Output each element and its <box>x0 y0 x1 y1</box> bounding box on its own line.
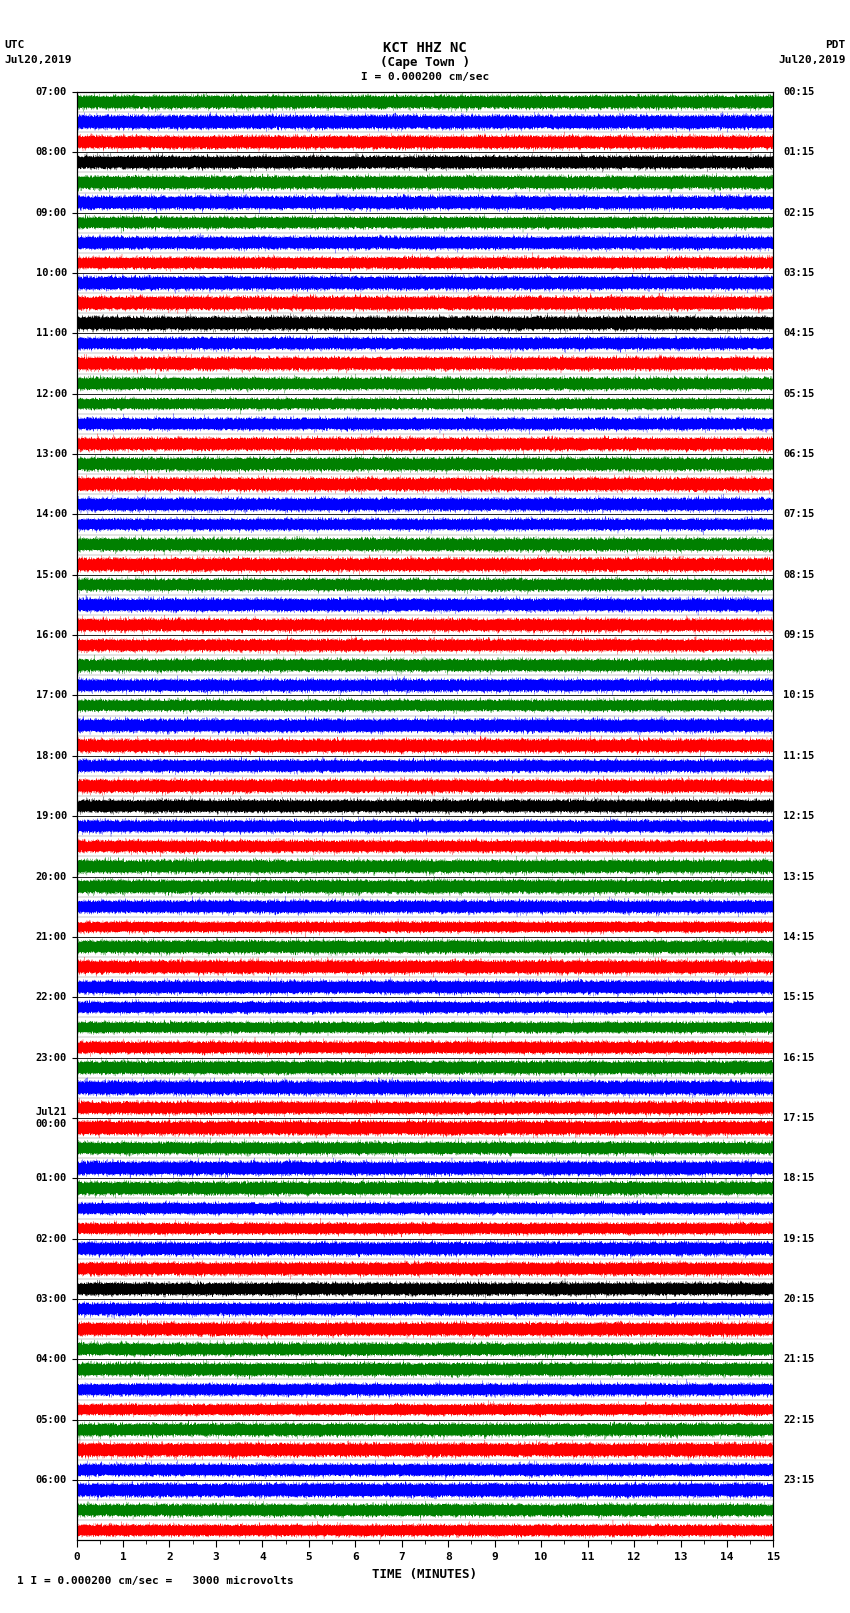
Text: UTC: UTC <box>4 40 25 50</box>
X-axis label: TIME (MINUTES): TIME (MINUTES) <box>372 1568 478 1581</box>
Text: KCT HHZ NC: KCT HHZ NC <box>383 40 467 55</box>
Text: PDT: PDT <box>825 40 846 50</box>
Text: 1 I = 0.000200 cm/sec =   3000 microvolts: 1 I = 0.000200 cm/sec = 3000 microvolts <box>17 1576 294 1586</box>
Text: (Cape Town ): (Cape Town ) <box>380 55 470 69</box>
Text: Jul20,2019: Jul20,2019 <box>4 55 71 65</box>
Text: I = 0.000200 cm/sec: I = 0.000200 cm/sec <box>361 73 489 82</box>
Text: Jul20,2019: Jul20,2019 <box>779 55 846 65</box>
